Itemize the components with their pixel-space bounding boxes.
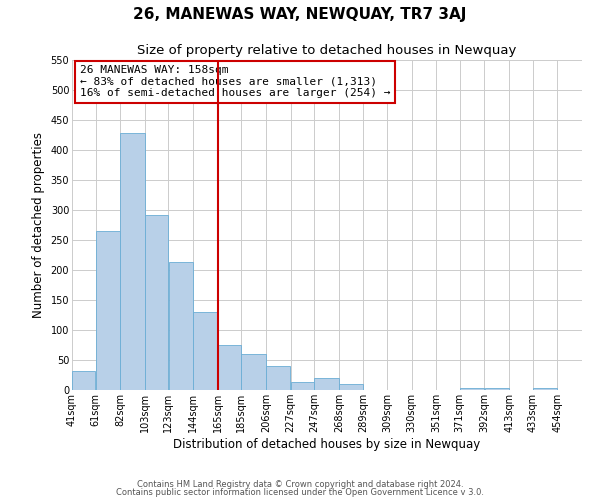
Bar (95, 231, 120, 390)
Bar (121, 133, 145, 390)
Bar (241, 354, 266, 390)
Text: 26, MANEWAS WAY, NEWQUAY, TR7 3AJ: 26, MANEWAS WAY, NEWQUAY, TR7 3AJ (133, 8, 467, 22)
Bar (72, 371, 95, 390)
Bar (460, 388, 484, 390)
Text: 26 MANEWAS WAY: 158sqm
← 83% of detached houses are smaller (1,313)
16% of semi-: 26 MANEWAS WAY: 158sqm ← 83% of detached… (80, 65, 390, 98)
Bar (485, 388, 509, 390)
Y-axis label: Number of detached properties: Number of detached properties (32, 132, 45, 318)
Bar (169, 262, 193, 390)
Bar (339, 384, 363, 390)
Bar (314, 378, 338, 390)
Bar (266, 366, 290, 390)
X-axis label: Distribution of detached houses by size in Newquay: Distribution of detached houses by size … (173, 438, 481, 451)
Bar (218, 345, 241, 390)
Bar (193, 312, 218, 390)
Bar (291, 382, 314, 390)
Text: Contains HM Land Registry data © Crown copyright and database right 2024.: Contains HM Land Registry data © Crown c… (137, 480, 463, 489)
Text: Contains public sector information licensed under the Open Government Licence v : Contains public sector information licen… (116, 488, 484, 497)
Bar (533, 388, 557, 390)
Bar (145, 216, 168, 390)
Title: Size of property relative to detached houses in Newquay: Size of property relative to detached ho… (137, 44, 517, 58)
